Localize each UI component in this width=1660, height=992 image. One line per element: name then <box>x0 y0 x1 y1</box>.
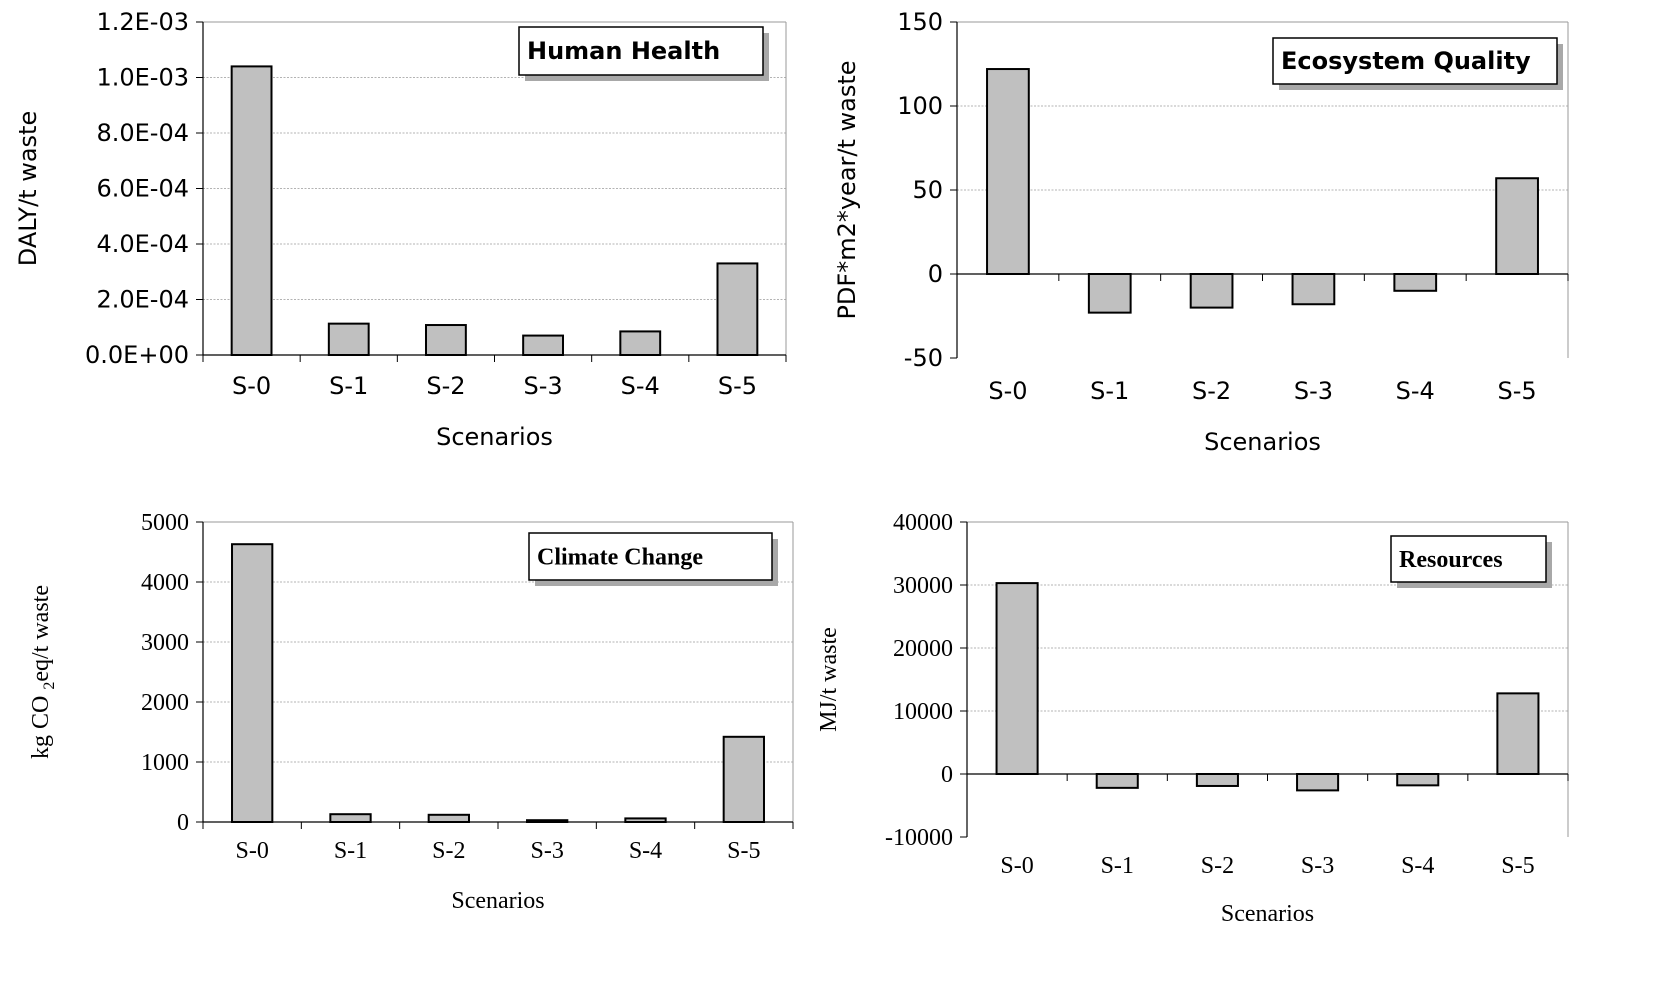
x-tick-label: S-3 <box>523 372 562 400</box>
bar-S-2 <box>1189 273 1234 309</box>
y-tick-label: 150 <box>897 8 943 36</box>
bar-S-4 <box>1393 273 1438 292</box>
y-tick-label: 20000 <box>893 636 953 662</box>
x-tick-label: S-3 <box>1294 377 1333 405</box>
bar-S-1 <box>1087 273 1132 314</box>
y-tick-label: 3000 <box>141 630 189 656</box>
x-tick-label: S-1 <box>329 372 368 400</box>
bar-S-0 <box>230 65 273 357</box>
x-tick-label: S-0 <box>235 838 268 864</box>
y-axis-label: PDF*m2*year/t waste <box>833 60 861 319</box>
bar-S-0 <box>986 68 1030 276</box>
chart-3: 0 1000 2000 3000 4000 5000 S-0 S-1 S-2 S-3 S-4 S-5 S… <box>28 510 794 914</box>
x-tick-label: S-0 <box>1000 853 1033 879</box>
x-tick-label: S-4 <box>629 838 662 864</box>
bar-S-5 <box>1495 177 1539 276</box>
chart-title: Ecosystem Quality <box>1281 47 1531 75</box>
bar-S-5 <box>722 735 765 823</box>
x-tick-label: S-0 <box>232 372 271 400</box>
x-tick-label: S-1 <box>1101 853 1134 879</box>
x-tick-label: S-4 <box>1396 377 1435 405</box>
x-tick-label: S-1 <box>334 838 367 864</box>
y-axis-label: MJ/t waste <box>816 627 842 732</box>
bar-S-0 <box>231 543 274 823</box>
y-tick-label: 2.0E-04 <box>96 286 189 314</box>
title-box <box>1272 37 1558 85</box>
bar-S-4 <box>1396 773 1440 787</box>
y-tick-label: 0.0E+00 <box>85 341 189 369</box>
y-tick-label: 1000 <box>141 750 189 776</box>
bar-S-5 <box>716 262 759 356</box>
x-tick-label: S-5 <box>727 838 760 864</box>
y-tick-label: 0 <box>177 810 189 836</box>
x-tick-label: S-4 <box>621 372 660 400</box>
chart-title: Climate Change <box>537 545 703 571</box>
y-tick-label: 30000 <box>893 573 953 599</box>
y-tick-label: -50 <box>904 344 943 372</box>
x-tick-label: S-2 <box>426 372 465 400</box>
y-tick-label: 50 <box>912 176 943 204</box>
x-tick-label: S-5 <box>1501 853 1534 879</box>
bar-S-1 <box>329 813 372 824</box>
title-box <box>528 532 773 581</box>
chart-1: 0.0E+00 2.0E-04 4.0E-04 6.0E-04 8.0E-04 1.0E-… <box>14 8 787 451</box>
x-axis-label: Scenarios <box>451 888 544 914</box>
title-box <box>518 26 764 76</box>
y-tick-label: 5000 <box>141 510 189 536</box>
y-tick-label: 1.2E-03 <box>96 8 189 36</box>
x-tick-label: S-2 <box>1201 853 1234 879</box>
y-tick-label: 100 <box>897 92 943 120</box>
x-tick-label: S-2 <box>432 838 465 864</box>
x-tick-label: S-5 <box>1497 377 1536 405</box>
y-tick-label: -10000 <box>885 825 953 851</box>
x-tick-label: S-2 <box>1192 377 1231 405</box>
bar-S-3 <box>1296 773 1340 792</box>
bar-S-3 <box>1291 273 1336 306</box>
y-axis-label: DALY/t waste <box>14 111 42 266</box>
y-tick-label: 1.0E-03 <box>96 64 189 92</box>
title-box <box>1390 535 1547 583</box>
chart-title: Human Health <box>527 37 720 65</box>
x-tick-label: S-1 <box>1090 377 1129 405</box>
chart-2: -50 0 50 100 150 S-0 S-1 S-2 S-3 S-4 S-5 Scenarios P… <box>833 8 1569 456</box>
bar-S-5 <box>1496 692 1540 775</box>
y-tick-label: 0 <box>941 762 953 788</box>
bar-S-0 <box>995 582 1039 775</box>
y-tick-label: 2000 <box>141 690 189 716</box>
chart-title: Resources <box>1399 547 1503 573</box>
x-axis-label: Scenarios <box>1204 428 1321 456</box>
bar-S-1 <box>1095 773 1139 789</box>
bar-S-1 <box>327 322 370 356</box>
y-tick-label: 6.0E-04 <box>96 175 189 203</box>
bar-S-2 <box>424 324 467 356</box>
y-tick-label: 40000 <box>893 510 953 536</box>
y-axis-label: kg CO 2eq/t waste <box>28 585 58 759</box>
y-tick-label: 4.0E-04 <box>96 230 189 258</box>
x-tick-label: S-0 <box>988 377 1027 405</box>
x-tick-label: S-3 <box>1301 853 1334 879</box>
y-tick-label: 0 <box>928 260 943 288</box>
x-tick-label: S-5 <box>718 372 757 400</box>
x-tick-label: S-3 <box>530 838 563 864</box>
y-tick-label: 8.0E-04 <box>96 119 189 147</box>
bar-S-4 <box>619 330 662 357</box>
bar-S-3 <box>522 334 565 357</box>
y-tick-label: 10000 <box>893 699 953 725</box>
y-tick-label: 4000 <box>141 570 189 596</box>
x-tick-label: S-4 <box>1401 853 1434 879</box>
x-axis-label: Scenarios <box>436 423 553 451</box>
chart-4: -10000 0 10000 20000 30000 40000 S-0 S-1 S-2 S-3 S… <box>816 510 1569 927</box>
bar-S-2 <box>427 813 470 823</box>
x-axis-label: Scenarios <box>1221 901 1314 927</box>
bar-S-2 <box>1195 773 1239 787</box>
